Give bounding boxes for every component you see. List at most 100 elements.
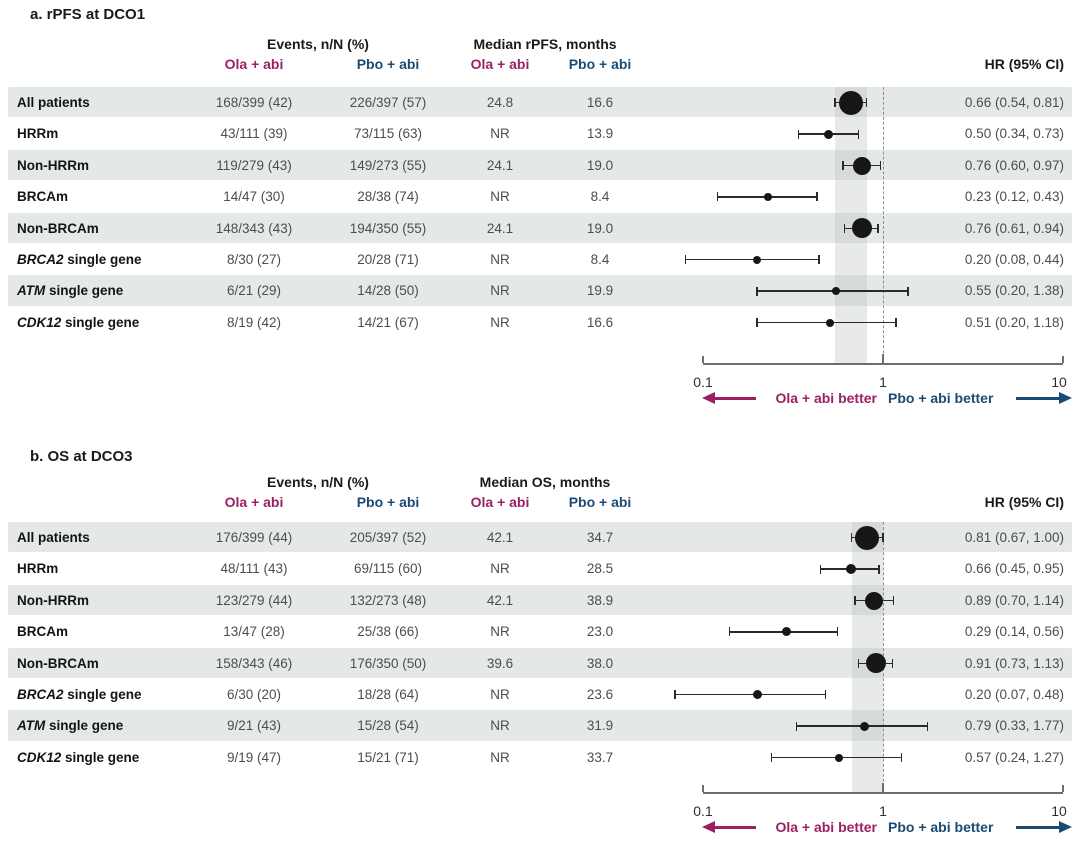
ci-cap-high <box>878 564 880 574</box>
table-row: BRCAm 13/47 (28) 25/38 (66) NR 23.0 0.29 (0.1… <box>8 616 1072 646</box>
events-ola-cell: 6/21 (29) <box>226 283 282 299</box>
hr-ci-cell: 0.76 (0.60, 0.97) <box>964 157 1064 173</box>
legend-left-arrow-line <box>713 397 756 400</box>
table-row: ATM single gene 9/21 (43) 15/28 (54) NR 31.9… <box>8 710 1072 741</box>
hr-ci-cell: 0.20 (0.08, 0.44) <box>964 252 1064 267</box>
hr-ci-cell: 0.29 (0.14, 0.56) <box>964 624 1064 640</box>
subgroup-label: HRRm <box>17 553 237 584</box>
subgroup-label: ATM single gene <box>17 275 237 306</box>
point-estimate-marker <box>781 627 791 637</box>
events-pbo-cell: 28/38 (74) <box>357 189 419 205</box>
median-ola-cell: 24.1 <box>486 157 514 173</box>
table-row: CDK12 single gene 9/19 (47) 15/21 (71) NR 33… <box>8 742 1072 772</box>
subgroup-label: Non-HRRm <box>17 150 237 181</box>
subgroup-gene-name: BRCA2 <box>17 252 64 267</box>
point-estimate-marker <box>752 690 762 700</box>
median-pbo-cell: 16.6 <box>586 314 614 330</box>
hr-ci-cell: 0.79 (0.33, 1.77) <box>964 718 1064 734</box>
x-axis-tick-label: 1 <box>879 803 887 819</box>
median-pbo-cell: 13.9 <box>586 126 614 142</box>
x-axis-tick-label: 10 <box>1051 803 1067 819</box>
point-estimate-marker <box>854 525 879 550</box>
subgroup-label: Non-HRRm <box>17 585 237 616</box>
ci-cap-high <box>926 721 929 731</box>
point-estimate-marker <box>835 753 844 762</box>
subgroup-label-text: All patients <box>17 95 90 110</box>
subgroup-gene-name: CDK12 <box>17 749 62 765</box>
events-header: Events, n/N (%) <box>267 36 369 52</box>
ci-cap-low <box>797 129 800 139</box>
subgroup-gene-name: ATM <box>17 718 46 734</box>
median-pbo-cell: 28.5 <box>586 561 614 577</box>
ci-cap-high <box>877 223 879 233</box>
ola-median-column-header: Ola + abi <box>470 56 530 72</box>
hr-ci-cell: 0.57 (0.24, 1.27) <box>964 749 1064 765</box>
ci-cap-high <box>895 318 897 327</box>
point-estimate-marker <box>852 156 871 175</box>
pbo-median-column-header: Pbo + abi <box>568 56 632 72</box>
table-row: All patients 176/399 (44) 205/397 (52) 42.1… <box>8 522 1072 553</box>
legend-right-arrow-line <box>1016 397 1059 400</box>
median-ola-cell: NR <box>490 624 510 640</box>
ci-cap-low <box>795 721 798 731</box>
events-pbo-cell: 176/350 (50) <box>349 655 427 671</box>
median-ola-cell: 42.1 <box>486 592 514 608</box>
events-pbo-cell: 15/28 (54) <box>357 718 419 734</box>
table-row: BRCAm 14/47 (30) 28/38 (74) NR 8.4 0.23 (0.12… <box>8 181 1072 211</box>
median-ola-cell: NR <box>490 718 510 734</box>
x-axis-tick-label: 0.1 <box>693 803 713 819</box>
ci-cap-low <box>819 564 822 574</box>
subgroup-label: Non-BRCAm <box>17 648 237 679</box>
events-pbo-cell: 69/115 (60) <box>353 561 423 577</box>
events-pbo-cell: 205/397 (52) <box>349 530 427 545</box>
subgroup-label-text: single gene <box>63 687 142 702</box>
median-pbo-cell: 19.0 <box>586 220 614 236</box>
median-ola-cell: NR <box>490 283 510 299</box>
legend-right-arrow-line <box>1016 826 1059 829</box>
subgroup-label-text: single gene <box>45 283 124 299</box>
hr-ci-cell: 0.20 (0.07, 0.48) <box>964 687 1064 702</box>
x-axis-tick <box>1062 785 1064 792</box>
subgroup-label-text: single gene <box>63 252 142 267</box>
hr-ci-cell: 0.66 (0.45, 0.95) <box>964 561 1064 577</box>
events-ola-cell: 6/30 (20) <box>226 687 282 702</box>
ci-cap-high <box>836 627 839 637</box>
ola-events-column-header: Ola + abi <box>224 494 284 510</box>
subgroup-label: ATM single gene <box>17 710 237 741</box>
x-axis <box>703 792 1063 794</box>
ola-events-column-header: Ola + abi <box>224 56 284 72</box>
legend-right-arrowhead <box>1059 392 1072 404</box>
hr-ci-cell: 0.76 (0.61, 0.94) <box>964 220 1064 236</box>
table-row: Non-HRRm 119/279 (43) 149/273 (55) 24.1 19.0… <box>8 149 1072 181</box>
hr-ci-cell: 0.66 (0.54, 0.81) <box>964 95 1064 110</box>
events-pbo-cell: 14/28 (50) <box>357 283 419 299</box>
ci-cap-low <box>843 223 846 233</box>
ci-cap-low <box>834 98 836 108</box>
ci-cap-high <box>879 161 882 170</box>
subgroup-label: All patients <box>17 522 237 553</box>
legend-right-arrowhead <box>1059 821 1072 833</box>
events-header: Events, n/N (%) <box>267 474 369 490</box>
hr-ci-cell: 0.51 (0.20, 1.18) <box>964 314 1064 330</box>
events-pbo-cell: 226/397 (57) <box>349 95 427 110</box>
median-header: Median rPFS, months <box>473 36 617 52</box>
median-header: Median OS, months <box>479 474 611 490</box>
hr-ci-cell: 0.81 (0.67, 1.00) <box>964 530 1064 545</box>
subgroup-label: Non-BRCAm <box>17 213 237 244</box>
point-estimate-marker <box>753 255 762 264</box>
ci-whisker <box>685 259 819 261</box>
ci-cap-high <box>892 596 894 605</box>
point-estimate-marker <box>845 564 856 575</box>
median-ola-cell: 42.1 <box>486 530 514 545</box>
ci-cap-low <box>854 596 856 605</box>
events-ola-cell: 48/111 (43) <box>220 561 288 577</box>
legend-left-arrowhead <box>702 821 715 833</box>
table-row: All patients 168/399 (42) 226/397 (57) 24.8… <box>8 87 1072 118</box>
point-estimate-marker <box>826 318 835 327</box>
ci-cap-high <box>907 286 909 296</box>
subgroup-label: BRCAm <box>17 616 237 647</box>
subgroup-label-text: BRCAm <box>17 624 69 640</box>
subgroup-label-text: Non-BRCAm <box>17 655 99 671</box>
ci-cap-high <box>816 192 818 202</box>
